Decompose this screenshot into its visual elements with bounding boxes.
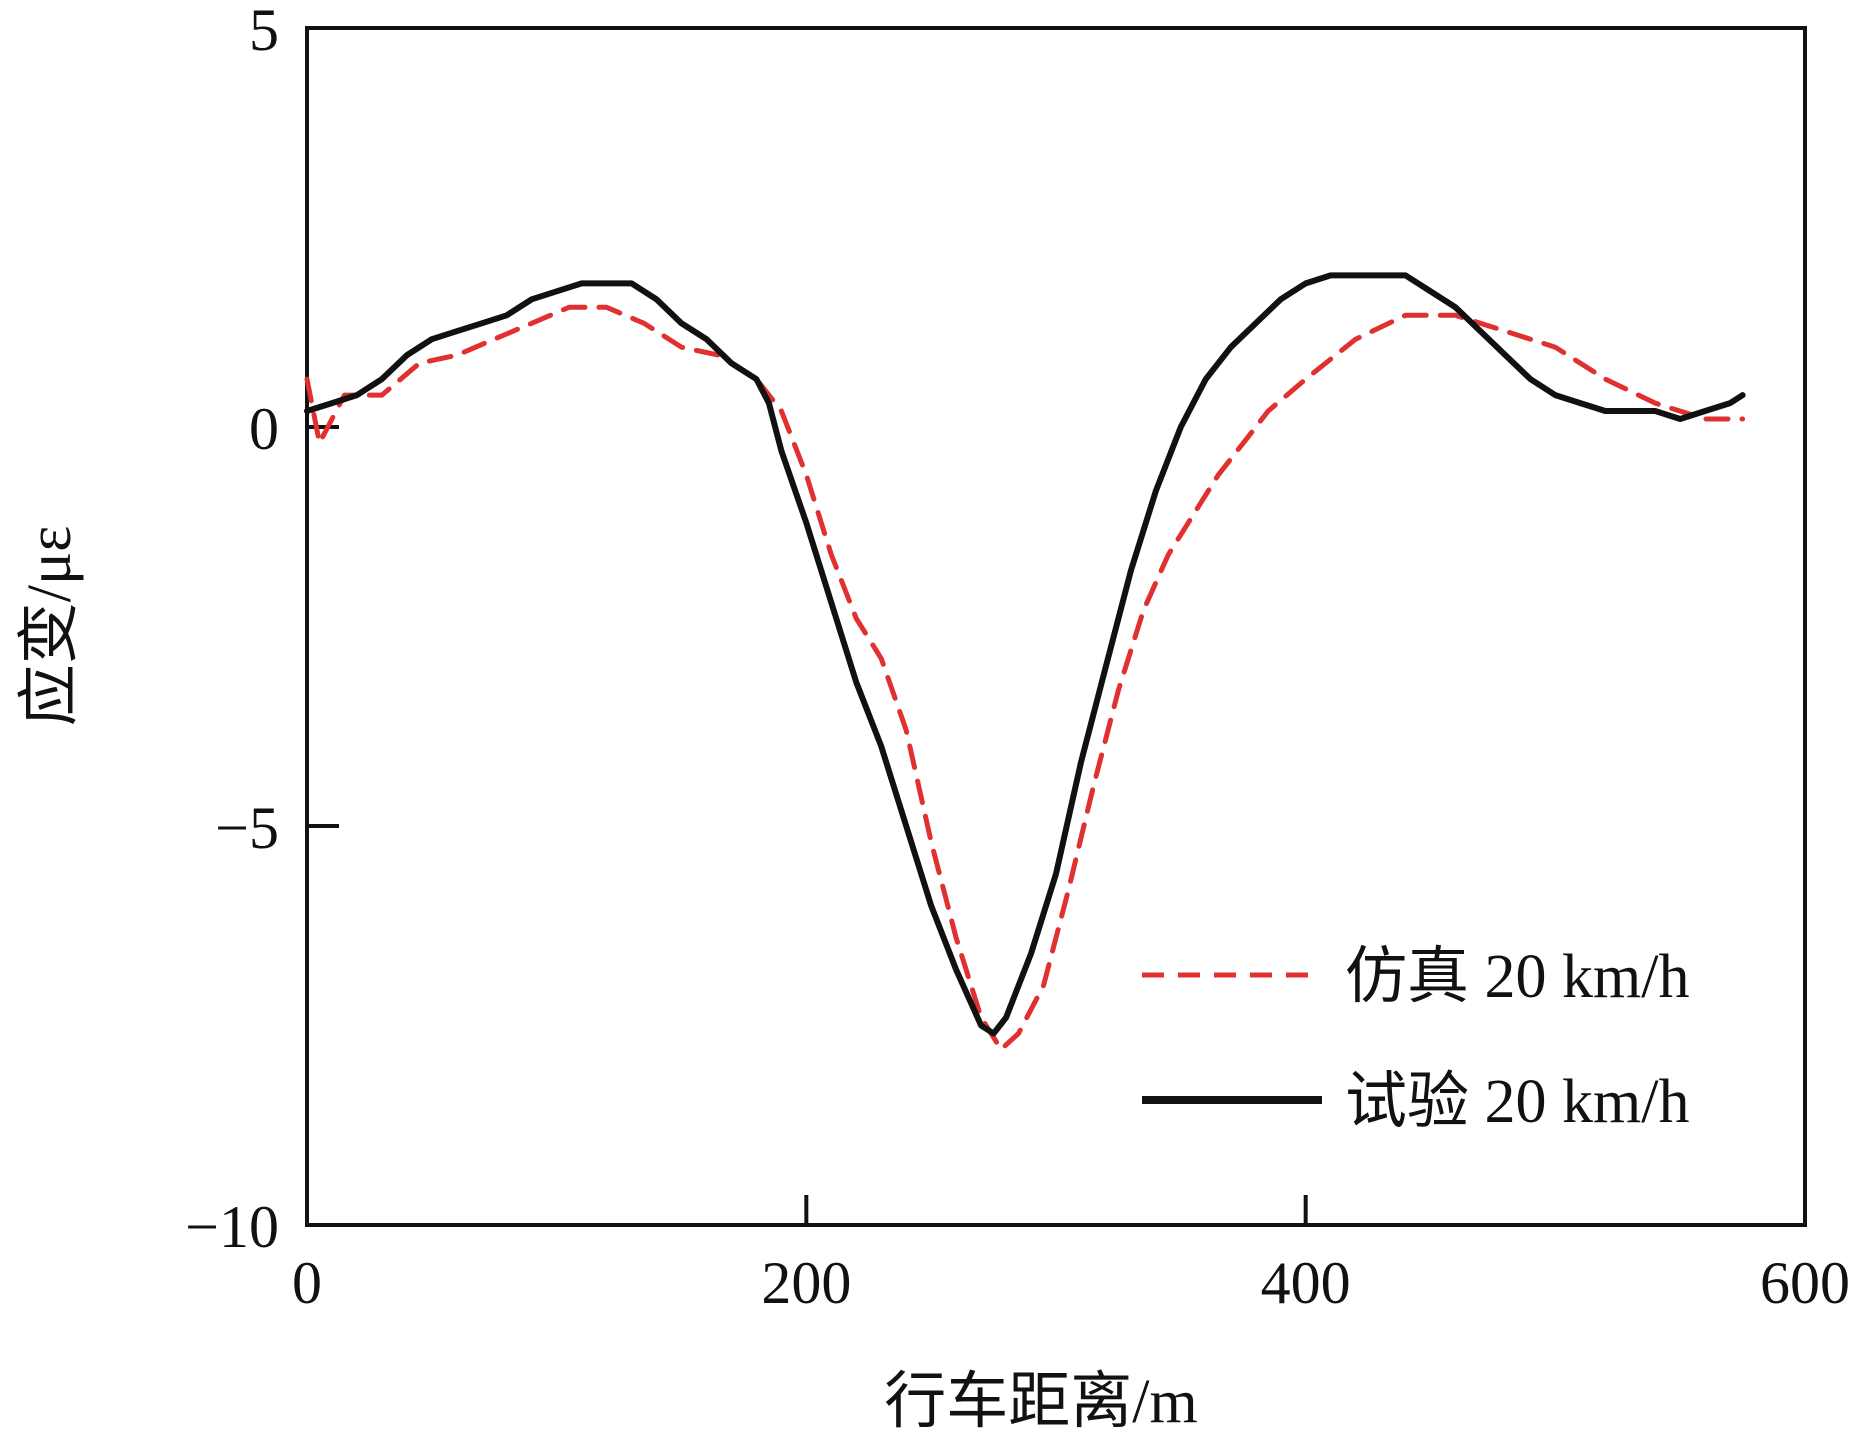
y-tick-label: 0 (249, 396, 279, 462)
plot-frame (305, 26, 1807, 1227)
series-layer (304, 272, 1746, 1052)
legend: 仿真 20 km/h 试验 20 km/h (1142, 943, 1689, 1136)
axis-ticks: 0 200 400 600 −10 −5 0 5 (185, 0, 1850, 1316)
x-tick-label: 0 (292, 1250, 322, 1316)
y-tick-label: −10 (185, 1194, 279, 1260)
y-tick-label: 5 (249, 0, 279, 63)
legend-label-experiment: 试验 20 km/h (1345, 1068, 1689, 1136)
series-line-simulation (304, 304, 1746, 1052)
y-axis-label: 应变/με (16, 526, 84, 727)
series-line-experiment (304, 272, 1746, 1037)
x-tick-label: 400 (1261, 1250, 1351, 1316)
legend-label-simulation: 仿真 20 km/h (1345, 943, 1689, 1011)
x-axis-label: 行车距离/m (884, 1368, 1197, 1436)
x-tick-label: 200 (761, 1250, 851, 1316)
x-tick-label: 600 (1760, 1250, 1850, 1316)
y-tick-label: −5 (215, 795, 279, 861)
